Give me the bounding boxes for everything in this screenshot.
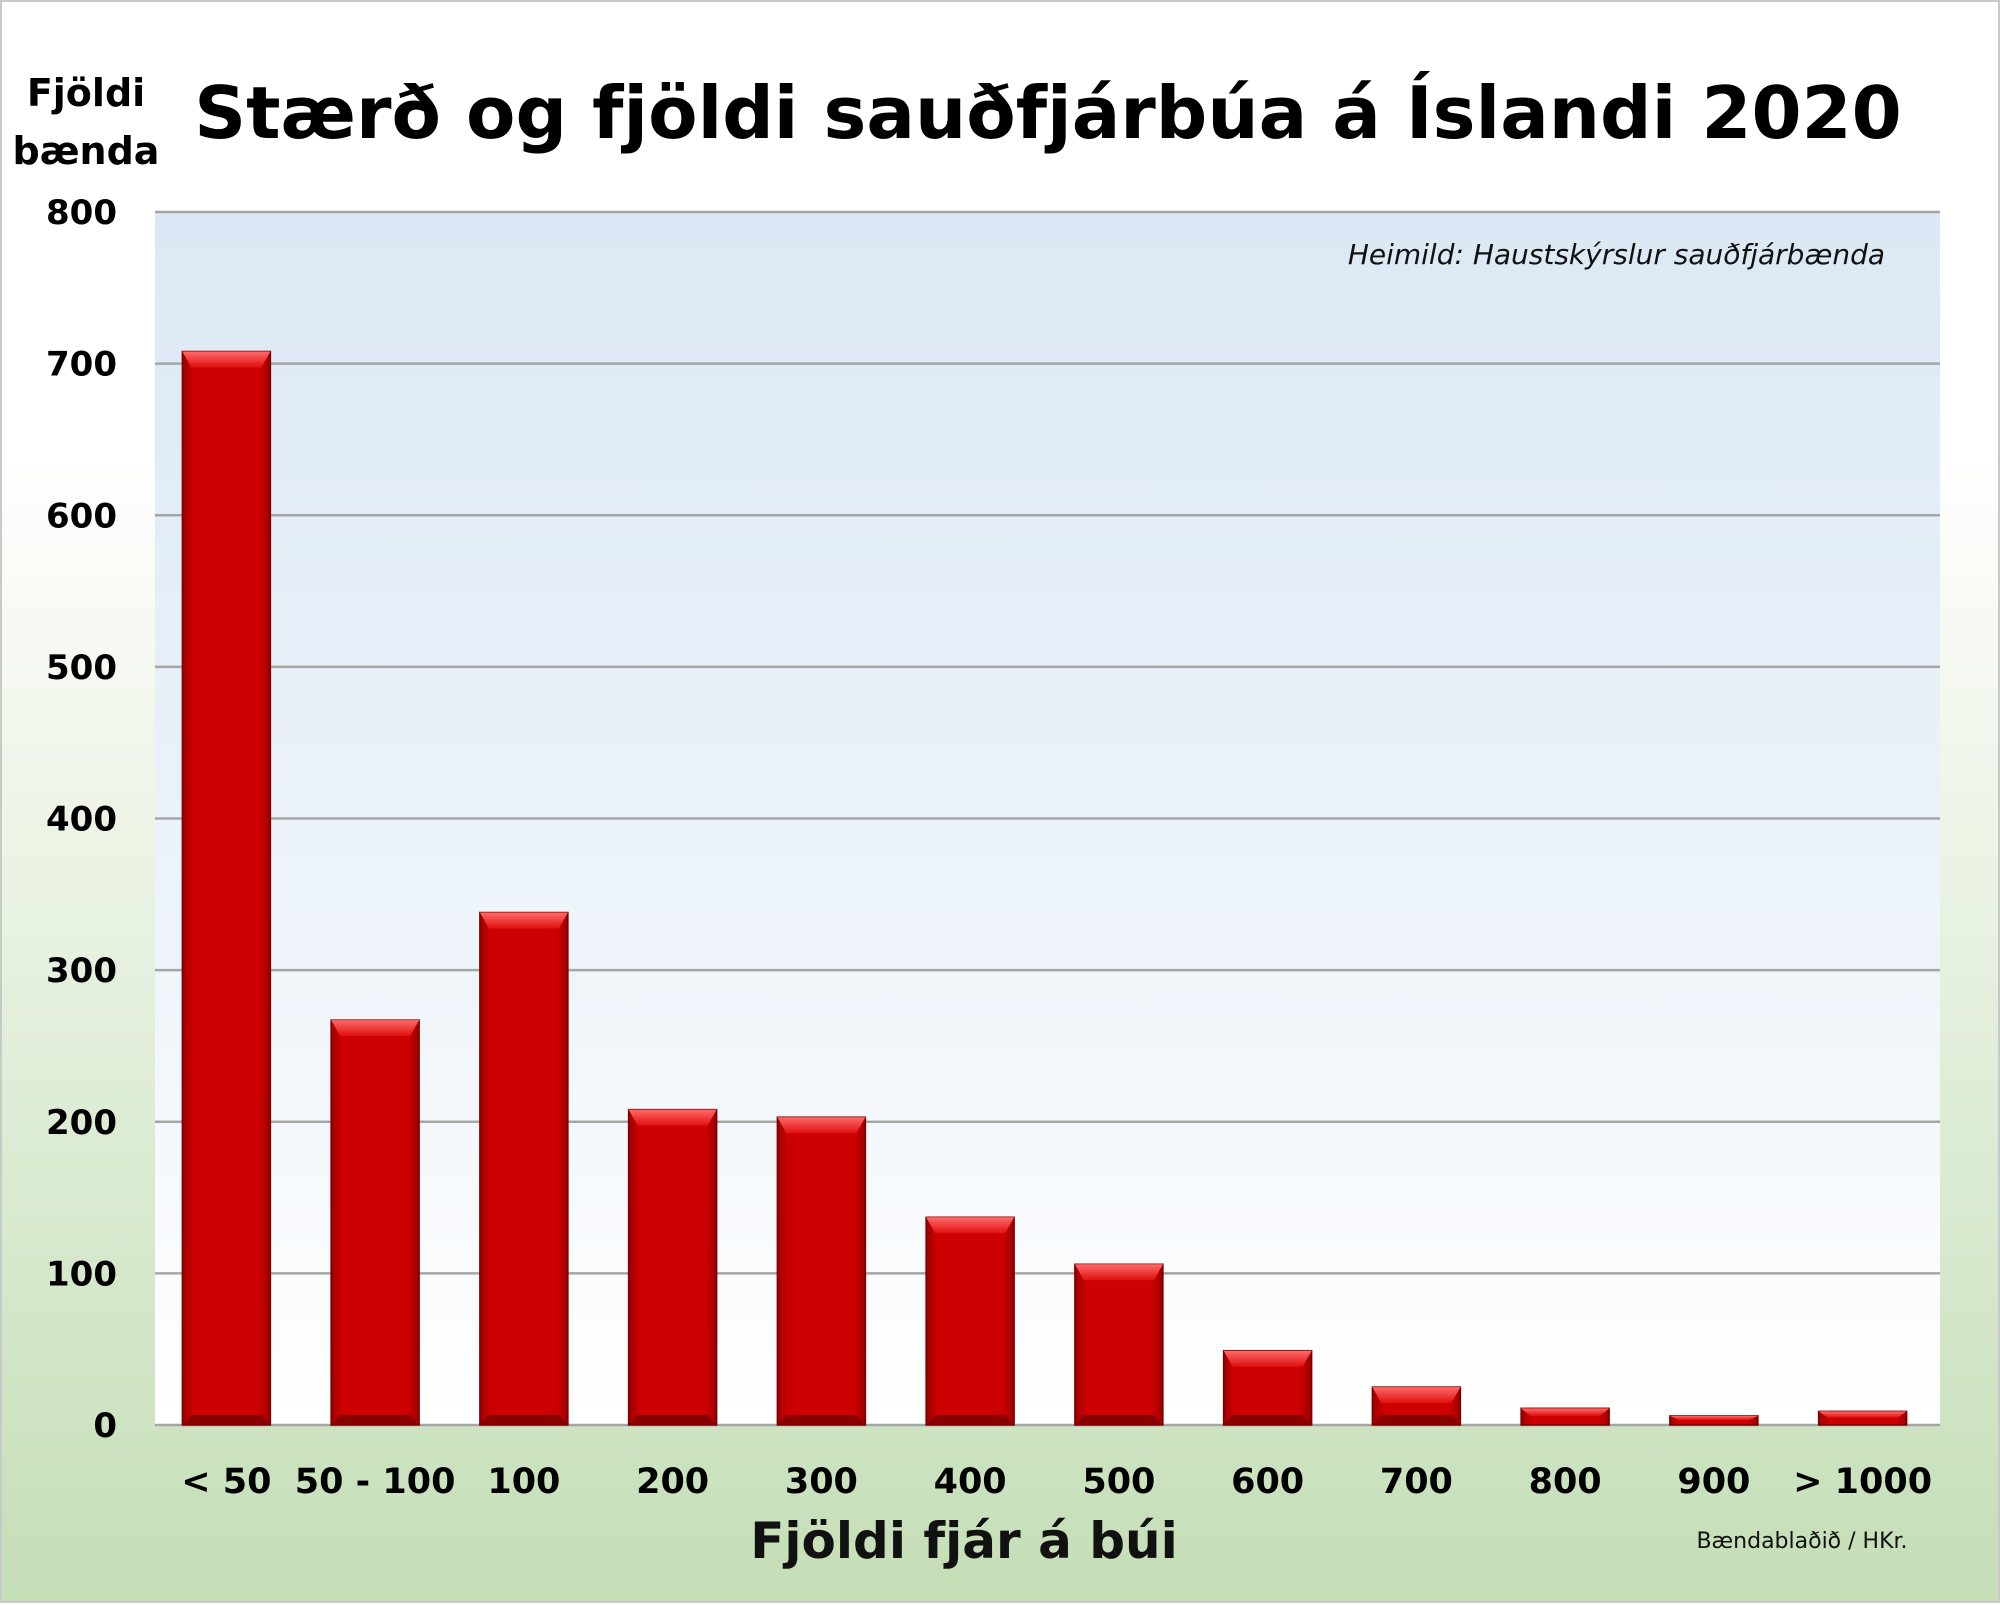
- bar: [1371, 1386, 1462, 1426]
- credit-note: Bændablaðið / HKr.: [1696, 1529, 1907, 1554]
- bar: [1074, 1263, 1164, 1426]
- x-category-label: 900: [1677, 1462, 1750, 1502]
- x-category-label: 300: [785, 1462, 858, 1502]
- bar-top-bevel: [1669, 1415, 1758, 1420]
- x-category-label: 200: [636, 1462, 709, 1502]
- x-category-label: > 1000: [1793, 1462, 1932, 1502]
- x-category-label: 800: [1529, 1462, 1602, 1502]
- bar-bottom-bevel: [182, 1415, 271, 1425]
- y-tick-label: 100: [46, 1254, 117, 1294]
- bar: [776, 1116, 867, 1426]
- bar-bottom-bevel: [331, 1415, 420, 1425]
- bar-body: [479, 911, 569, 1426]
- bar-body: [181, 350, 272, 1426]
- bar: [627, 1108, 718, 1426]
- x-category-label: 700: [1380, 1462, 1453, 1502]
- bar-top-bevel: [1521, 1408, 1610, 1416]
- bar: [1669, 1415, 1759, 1426]
- y-axis-ticks: 0 100 200 300 400 500 600 700 800: [46, 193, 117, 1446]
- bar-body: [627, 1108, 718, 1426]
- bar-top-bevel: [1372, 1387, 1461, 1404]
- gridlines: [155, 210, 1940, 1427]
- bar: [1222, 1349, 1313, 1426]
- bar: [1520, 1407, 1610, 1426]
- bar-body: [1074, 1263, 1164, 1426]
- x-category-label: 500: [1082, 1462, 1155, 1502]
- y-tick-label: 600: [46, 496, 117, 536]
- x-axis-categories: < 50 50 - 100 100 200 300 400 500 600 700 800 900 >…: [181, 1462, 1932, 1502]
- y-axis-label-line1: Fjöldi: [27, 71, 145, 115]
- bar-body: [925, 1216, 1015, 1426]
- y-tick-label: 800: [46, 193, 117, 233]
- x-category-label: < 50: [181, 1462, 271, 1502]
- bar-bottom-bevel: [777, 1415, 866, 1425]
- bar-top-bevel: [1818, 1411, 1907, 1418]
- source-note: Heimild: Haustskýrslur sauðfjárbænda: [1348, 238, 1885, 271]
- bar-top-bevel: [1223, 1350, 1312, 1367]
- bar-top-bevel: [182, 351, 271, 368]
- bar: [330, 1019, 420, 1426]
- bars: [181, 350, 1908, 1426]
- chart-title: Stærð og fjöldi sauðfjárbúa á Íslandi 20…: [194, 71, 1901, 155]
- bar-body: [330, 1019, 420, 1426]
- bar-top-bevel: [479, 912, 568, 929]
- y-tick-label: 300: [46, 951, 117, 991]
- bar-bottom-bevel: [1372, 1415, 1461, 1425]
- y-axis-label-line2: bænda: [13, 129, 160, 173]
- bar-body: [776, 1116, 867, 1426]
- y-tick-label: 400: [46, 800, 117, 840]
- bar-top-bevel: [777, 1117, 866, 1134]
- bar-top-bevel: [1074, 1264, 1163, 1281]
- bar-bottom-bevel: [479, 1415, 568, 1425]
- x-category-label: 50 - 100: [295, 1462, 456, 1502]
- bar-bottom-bevel: [1074, 1415, 1163, 1425]
- x-axis-label: Fjöldi fjár á búi: [750, 1512, 1178, 1570]
- bar: [925, 1216, 1015, 1426]
- y-tick-label: 500: [46, 648, 117, 688]
- bar-top-bevel: [926, 1217, 1015, 1234]
- bar: [479, 911, 569, 1426]
- y-tick-label: 700: [46, 345, 117, 385]
- x-category-label: 400: [934, 1462, 1007, 1502]
- bar-top-bevel: [331, 1020, 420, 1037]
- bar-top-bevel: [628, 1109, 717, 1126]
- bar-bottom-bevel: [628, 1415, 717, 1425]
- y-tick-label: 200: [46, 1103, 117, 1143]
- x-category-label: 100: [487, 1462, 560, 1502]
- bar-bottom-bevel: [926, 1415, 1015, 1425]
- bar: [1817, 1410, 1908, 1426]
- bar: [181, 350, 272, 1426]
- y-tick-label: 0: [93, 1406, 117, 1446]
- x-category-label: 600: [1231, 1462, 1304, 1502]
- bar-bottom-bevel: [1223, 1415, 1312, 1425]
